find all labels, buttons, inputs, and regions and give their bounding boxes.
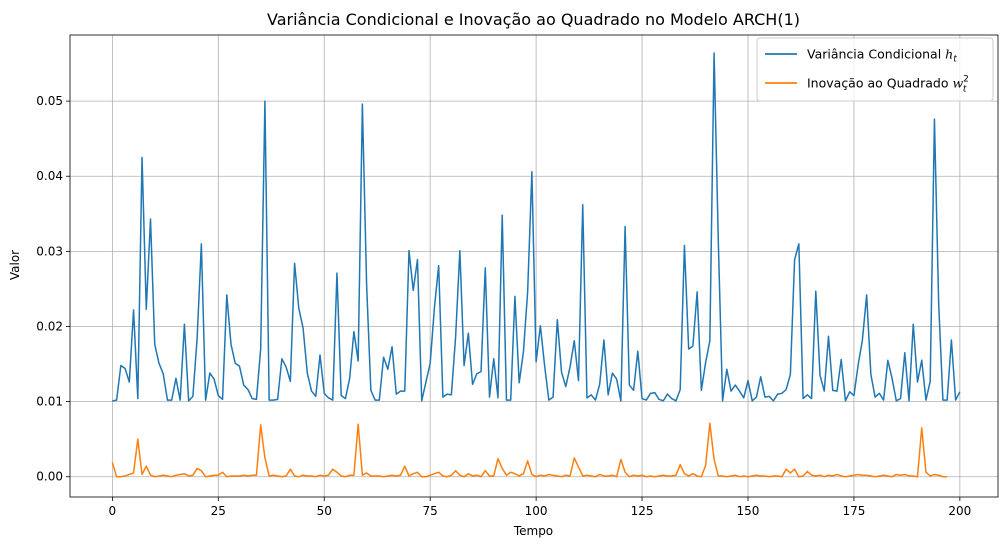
plot-frame bbox=[69, 34, 999, 498]
legend-box bbox=[756, 37, 994, 102]
x-tick-label: 100 bbox=[525, 504, 548, 518]
y-tick-label: 0.02 bbox=[36, 319, 63, 333]
y-tick-label: 0.05 bbox=[36, 94, 63, 108]
legend-item-conditional-variance: Variância Condicional ht bbox=[765, 47, 957, 65]
y-tick-label: 0.01 bbox=[36, 395, 63, 409]
x-tick-label: 25 bbox=[211, 504, 226, 518]
grid bbox=[70, 35, 998, 497]
x-tick-label: 0 bbox=[109, 504, 117, 518]
y-axis: 0.00 0.01 0.02 0.03 0.04 0.05 bbox=[36, 94, 70, 484]
x-tick-label: 175 bbox=[842, 504, 865, 518]
y-tick-label: 0.03 bbox=[36, 244, 63, 258]
x-tick-label: 150 bbox=[737, 504, 760, 518]
squared-innovation-line bbox=[111, 422, 948, 478]
x-tick-label: 75 bbox=[423, 504, 438, 518]
y-axis-label: Valor bbox=[8, 250, 22, 280]
legend: Variância Condicional ht Inovação ao Quad… bbox=[756, 37, 994, 102]
y-tick-label: 0.00 bbox=[36, 470, 63, 484]
x-axis: 0 25 50 75 100 125 150 175 200 bbox=[109, 497, 971, 518]
conditional-variance-line bbox=[112, 52, 961, 402]
series-layer bbox=[111, 52, 961, 478]
plot-area bbox=[69, 34, 999, 498]
x-tick-label: 125 bbox=[631, 504, 654, 518]
x-axis-label: Tempo bbox=[513, 524, 553, 538]
legend-label: Variância Condicional ht bbox=[807, 47, 957, 65]
legend-item-squared-innovation: Inovação ao Quadrado w2 t bbox=[765, 75, 969, 95]
legend-label: Inovação ao Quadrado w2 t bbox=[807, 75, 969, 95]
y-tick-label: 0.04 bbox=[36, 169, 63, 183]
x-tick-label: 50 bbox=[317, 504, 332, 518]
chart-title: Variância Condicional e Inovação ao Quad… bbox=[267, 10, 800, 29]
x-tick-label: 200 bbox=[948, 504, 971, 518]
